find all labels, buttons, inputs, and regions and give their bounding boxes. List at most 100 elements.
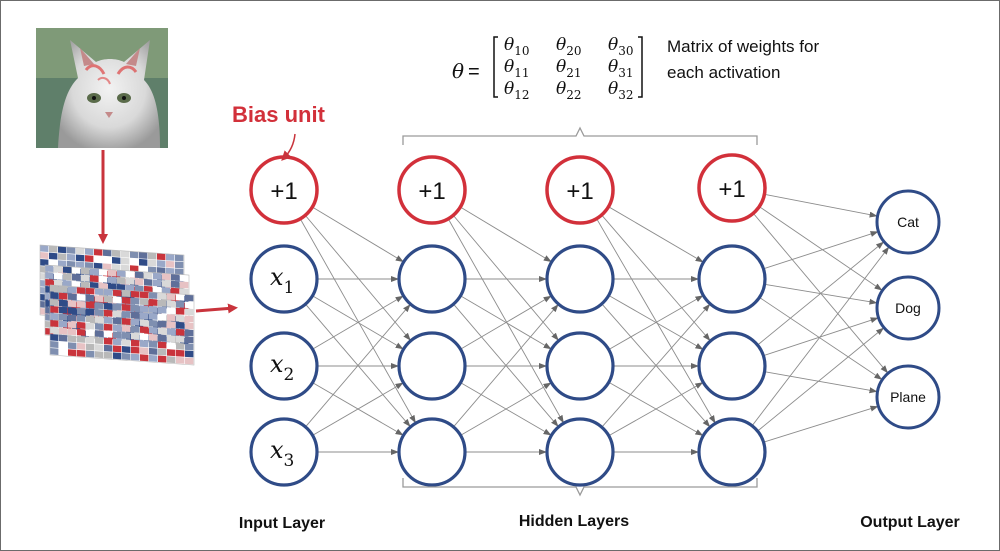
matrix-cell-sub: 10 — [514, 44, 529, 58]
hidden-node-2-1 — [545, 331, 615, 401]
hidden-layers-label: Hidden Layers — [519, 513, 629, 530]
matrix-cell-0-0: θ10 — [504, 35, 530, 58]
matrix-cell-sub: 12 — [514, 88, 529, 102]
edge-25 — [601, 214, 711, 342]
matrix-cell-1-1: θ21 — [556, 57, 582, 80]
output-layer-label: Output Layer — [860, 514, 960, 531]
hidden-node-2-0 — [545, 244, 615, 314]
hidden-node-1-0 — [397, 244, 467, 314]
matrix-cell-base: θ — [504, 35, 514, 55]
matrix-cell-1-0: θ11 — [504, 57, 530, 80]
edge-6 — [312, 295, 404, 350]
edge-44 — [764, 371, 878, 394]
matrix-cell-1-2: θ31 — [608, 57, 634, 80]
bias-node-2 — [545, 155, 615, 225]
matrix-cell-2-0: θ12 — [504, 79, 530, 102]
edge-30 — [608, 295, 704, 350]
matrix-cell-sub: 20 — [566, 44, 581, 58]
cat-photo — [36, 28, 168, 148]
matrix-cell-base: θ — [504, 57, 514, 77]
matrix-cell-0-2: θ30 — [608, 35, 634, 58]
input-node-2 — [249, 417, 319, 487]
matrix-cell-2-2: θ32 — [608, 79, 634, 102]
input-label-3: x3 — [270, 436, 294, 471]
output-node-cat — [875, 189, 941, 255]
input-label-sub: 3 — [284, 451, 295, 471]
matrix-cell-base: θ — [556, 79, 566, 99]
edge-5 — [305, 303, 411, 427]
matrix-cell-0-1: θ20 — [556, 35, 582, 58]
bias-node-label-0: +1 — [270, 178, 297, 205]
matrix-caption-line1: Matrix of weights for — [667, 37, 819, 56]
matrix-cell-sub: 11 — [514, 66, 529, 80]
edge-0 — [312, 206, 404, 262]
edge-2 — [299, 218, 416, 424]
matrix-cell-sub: 31 — [618, 66, 633, 80]
edge-9 — [305, 304, 411, 428]
edge-33 — [601, 303, 711, 428]
output-node-plane — [875, 364, 941, 430]
matrix-cell-sub: 21 — [566, 66, 581, 80]
output-label-dog: Dog — [895, 300, 921, 316]
edge-36 — [764, 193, 878, 218]
matrix-caption-line2: each activation — [667, 63, 780, 82]
matrix-cell-base: θ — [608, 79, 618, 99]
hidden-node-3-2 — [697, 417, 767, 487]
input-label-2: x2 — [270, 350, 294, 385]
bias-node-3 — [697, 153, 767, 223]
pixel-plane-2 — [49, 284, 195, 366]
bias-node-1 — [397, 155, 467, 225]
matrix-cell-base: θ — [556, 35, 566, 55]
bias-node-label-2: +1 — [566, 178, 593, 205]
hidden-layers-top-brace — [402, 126, 758, 145]
hidden-node-3-0 — [697, 244, 767, 314]
edge-26 — [596, 218, 716, 424]
edge-18 — [460, 295, 552, 350]
input-label-base: x — [270, 263, 284, 291]
edge-41 — [759, 297, 883, 380]
edge-14 — [447, 218, 564, 424]
edge-45 — [751, 246, 890, 427]
matrix-cell-base: θ — [504, 79, 514, 99]
output-label-plane: Plane — [890, 389, 926, 405]
edge-24 — [608, 206, 704, 263]
matrix-right-bracket — [638, 36, 643, 98]
matrix-cell-sub: 30 — [618, 44, 633, 58]
edge-38 — [752, 212, 889, 374]
input-label-1: x1 — [270, 263, 294, 298]
input-label-sub: 2 — [284, 365, 295, 385]
matrix-cell-base: θ — [556, 57, 566, 77]
pixel-channel-planes — [39, 244, 195, 366]
input-label-base: x — [270, 350, 284, 378]
output-label-cat: Cat — [897, 214, 919, 230]
bias-node-label-1: +1 — [418, 178, 445, 205]
matrix-cell-sub: 32 — [618, 88, 633, 102]
bias-unit-label: Bias unit — [232, 102, 326, 127]
edge-21 — [453, 304, 559, 428]
edge-13 — [452, 214, 559, 341]
hidden-node-3-1 — [697, 331, 767, 401]
input-node-1 — [249, 331, 319, 401]
input-label-sub: 1 — [284, 278, 295, 298]
edge-29 — [601, 303, 711, 428]
edge-42 — [757, 241, 885, 346]
edge-47 — [763, 405, 879, 443]
edge-39 — [763, 231, 879, 270]
edge-37 — [759, 206, 883, 291]
output-node-dog — [875, 275, 941, 341]
edge-46 — [757, 327, 885, 432]
edge-12 — [460, 206, 552, 262]
pixels-to-input-arrow — [195, 303, 238, 314]
connection-edges — [299, 193, 890, 455]
matrix-cell-2-1: θ22 — [556, 79, 582, 102]
matrix-cell-base: θ — [608, 57, 618, 77]
theta-symbol: θ — [452, 59, 464, 83]
edge-10 — [312, 382, 404, 436]
input-label-base: x — [270, 436, 284, 464]
edge-1 — [304, 214, 411, 341]
hidden-node-1-1 — [397, 331, 467, 401]
